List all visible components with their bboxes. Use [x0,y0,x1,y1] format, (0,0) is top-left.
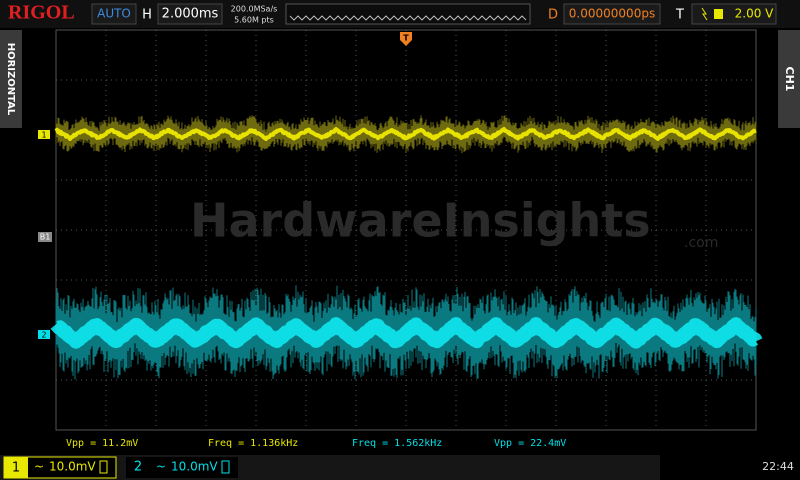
bus-marker-label: B1 [40,233,51,242]
ch1-number[interactable]: 1 [12,461,20,476]
delay-box[interactable] [563,3,661,25]
memory-preview [289,15,527,21]
right-tab-label[interactable]: CH1 [783,67,796,92]
timebase-label: H [142,8,152,23]
ch2-coupling: ~ [156,460,166,474]
timebase[interactable]: 2.000ms [162,7,219,22]
waveforms [50,115,763,380]
ch2-bw-icon [221,460,230,474]
measurement: Vpp = 11.2mV [66,438,138,449]
delay[interactable]: 0.00000000ps [569,7,655,21]
right-tab[interactable] [778,30,800,128]
left-tab[interactable] [0,30,22,128]
sample-rate: 200.0MSa/s [231,5,278,14]
left-tab-label[interactable]: HORIZONTAL [5,43,16,116]
trigger-marker-label: T [403,34,409,43]
memory-depth: 5.60M pts [234,16,274,25]
ch1-tag [4,457,28,478]
ch1-coupling: ~ [34,460,44,474]
ch1-marker-label: 1 [41,131,46,140]
ch2-box[interactable] [126,457,238,478]
trigger-level[interactable]: 2.00 V [735,7,775,21]
ch2-scale[interactable]: 10.0mV [171,460,218,474]
mode-box[interactable] [91,3,137,25]
signal-trace [50,317,763,349]
ch1-bw-icon [99,460,108,474]
measurement: Freq = 1.136kHz [208,438,298,449]
measurement: Freq = 1.562kHz [352,438,442,449]
ch2-marker [38,330,50,339]
trigger-label: T [675,8,684,23]
watermark: HardwareInsights [190,194,651,248]
brand: RIGOL [8,2,75,24]
timebase-box[interactable] [157,3,223,25]
bus-marker [38,232,52,242]
ch2-number[interactable]: 2 [134,460,142,475]
trigger-box[interactable] [691,3,777,25]
ch2-marker-label: 2 [41,331,46,340]
trigger-marker [400,32,412,46]
watermark-suffix: .com [684,235,718,251]
source-icon [714,9,723,19]
edge-icon [701,7,708,21]
mode[interactable]: AUTO [97,7,131,21]
delay-label: D [548,8,558,23]
ch1-scale[interactable]: 10.0mV [49,460,96,474]
clock: 22:44 [762,460,794,473]
status-area [660,455,800,480]
ch1-marker [38,130,50,139]
memory-bar [285,3,531,25]
signal-trace [54,127,757,141]
measurement: Vpp = 22.4mV [494,438,566,449]
